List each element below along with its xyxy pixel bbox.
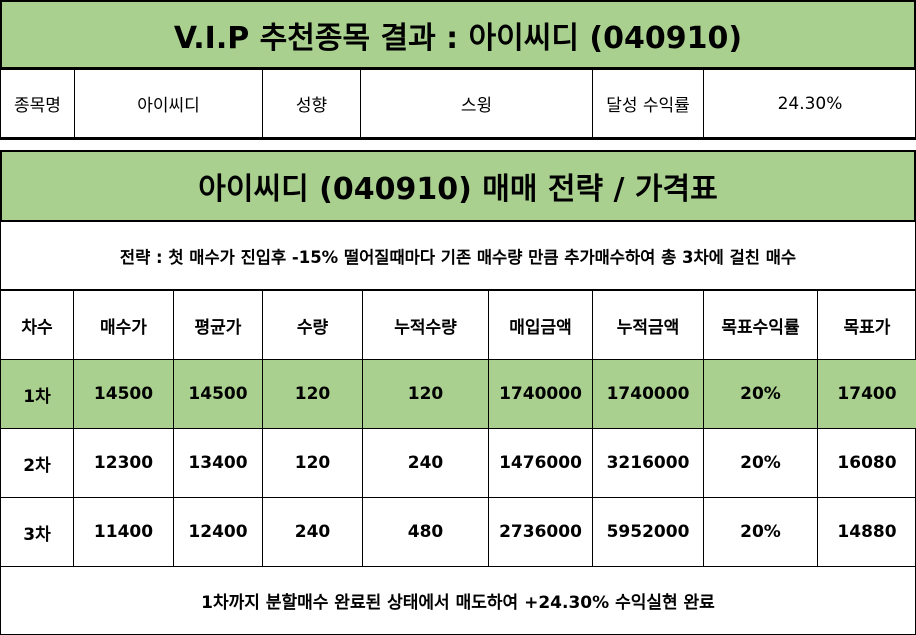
table-header: 누적수량 — [362, 290, 489, 360]
table-row: 2차 12300 13400 120 240 1476000 3216000 2… — [0, 428, 916, 498]
table-cell: 2736000 — [488, 497, 593, 567]
table-cell: 3차 — [0, 497, 74, 567]
table-cell: 1476000 — [488, 428, 593, 498]
table-cell: 14500 — [173, 359, 263, 429]
table-cell: 17400 — [817, 359, 916, 429]
table-cell: 240 — [262, 497, 363, 567]
table-header: 차수 — [0, 290, 74, 360]
table-header: 평균가 — [173, 290, 263, 360]
page-title: V.I.P 추천종목 결과 : 아이씨디 (040910) — [0, 0, 916, 69]
return-value: 24.30% — [703, 69, 916, 138]
style-value: 스윙 — [360, 69, 593, 138]
table-cell: 5952000 — [592, 497, 704, 567]
table-header: 누적금액 — [592, 290, 704, 360]
result-footer: 1차까지 분할매수 완료된 상태에서 매도하여 +24.30% 수익실현 완료 — [0, 566, 916, 635]
table-header: 목표수익률 — [703, 290, 818, 360]
table-cell: 480 — [362, 497, 489, 567]
table-row: 3차 11400 12400 240 480 2736000 5952000 2… — [0, 497, 916, 567]
style-label: 성향 — [262, 69, 361, 138]
table-cell: 2차 — [0, 428, 74, 498]
stock-name-label: 종목명 — [0, 69, 75, 138]
stock-info-table: 종목명 아이씨디 성향 스윙 달성 수익률 24.30% — [0, 69, 916, 138]
table-cell: 120 — [362, 359, 489, 429]
table-row: 1차 14500 14500 120 120 1740000 1740000 2… — [0, 359, 916, 429]
table-cell: 12400 — [173, 497, 263, 567]
table-cell: 14880 — [817, 497, 916, 567]
table-cell: 120 — [262, 428, 363, 498]
return-label: 달성 수익률 — [592, 69, 704, 138]
strategy-description: 전략 : 첫 매수가 진입후 -15% 떨어질때마다 기존 매수량 만큼 추가매… — [0, 222, 916, 290]
table-cell: 20% — [703, 428, 818, 498]
table-cell: 1차 — [0, 359, 74, 429]
table-cell: 240 — [362, 428, 489, 498]
table-cell: 1740000 — [592, 359, 704, 429]
table-header: 수량 — [262, 290, 363, 360]
table-cell: 20% — [703, 497, 818, 567]
table-cell: 16080 — [817, 428, 916, 498]
strategy-title: 아이씨디 (040910) 매매 전략 / 가격표 — [0, 150, 916, 222]
table-cell: 12300 — [73, 428, 174, 498]
table-cell: 14500 — [73, 359, 174, 429]
stock-name-value: 아이씨디 — [74, 69, 263, 138]
table-header: 매입금액 — [488, 290, 593, 360]
table-cell: 11400 — [73, 497, 174, 567]
section-divider — [0, 138, 916, 150]
price-table: 차수 매수가 평균가 수량 누적수량 매입금액 누적금액 목표수익률 목표가 1… — [0, 290, 916, 567]
table-cell: 120 — [262, 359, 363, 429]
table-cell: 3216000 — [592, 428, 704, 498]
table-cell: 13400 — [173, 428, 263, 498]
table-header: 목표가 — [817, 290, 916, 360]
table-cell: 1740000 — [488, 359, 593, 429]
table-cell: 20% — [703, 359, 818, 429]
table-header-row: 차수 매수가 평균가 수량 누적수량 매입금액 누적금액 목표수익률 목표가 — [0, 290, 916, 360]
table-header: 매수가 — [73, 290, 174, 360]
